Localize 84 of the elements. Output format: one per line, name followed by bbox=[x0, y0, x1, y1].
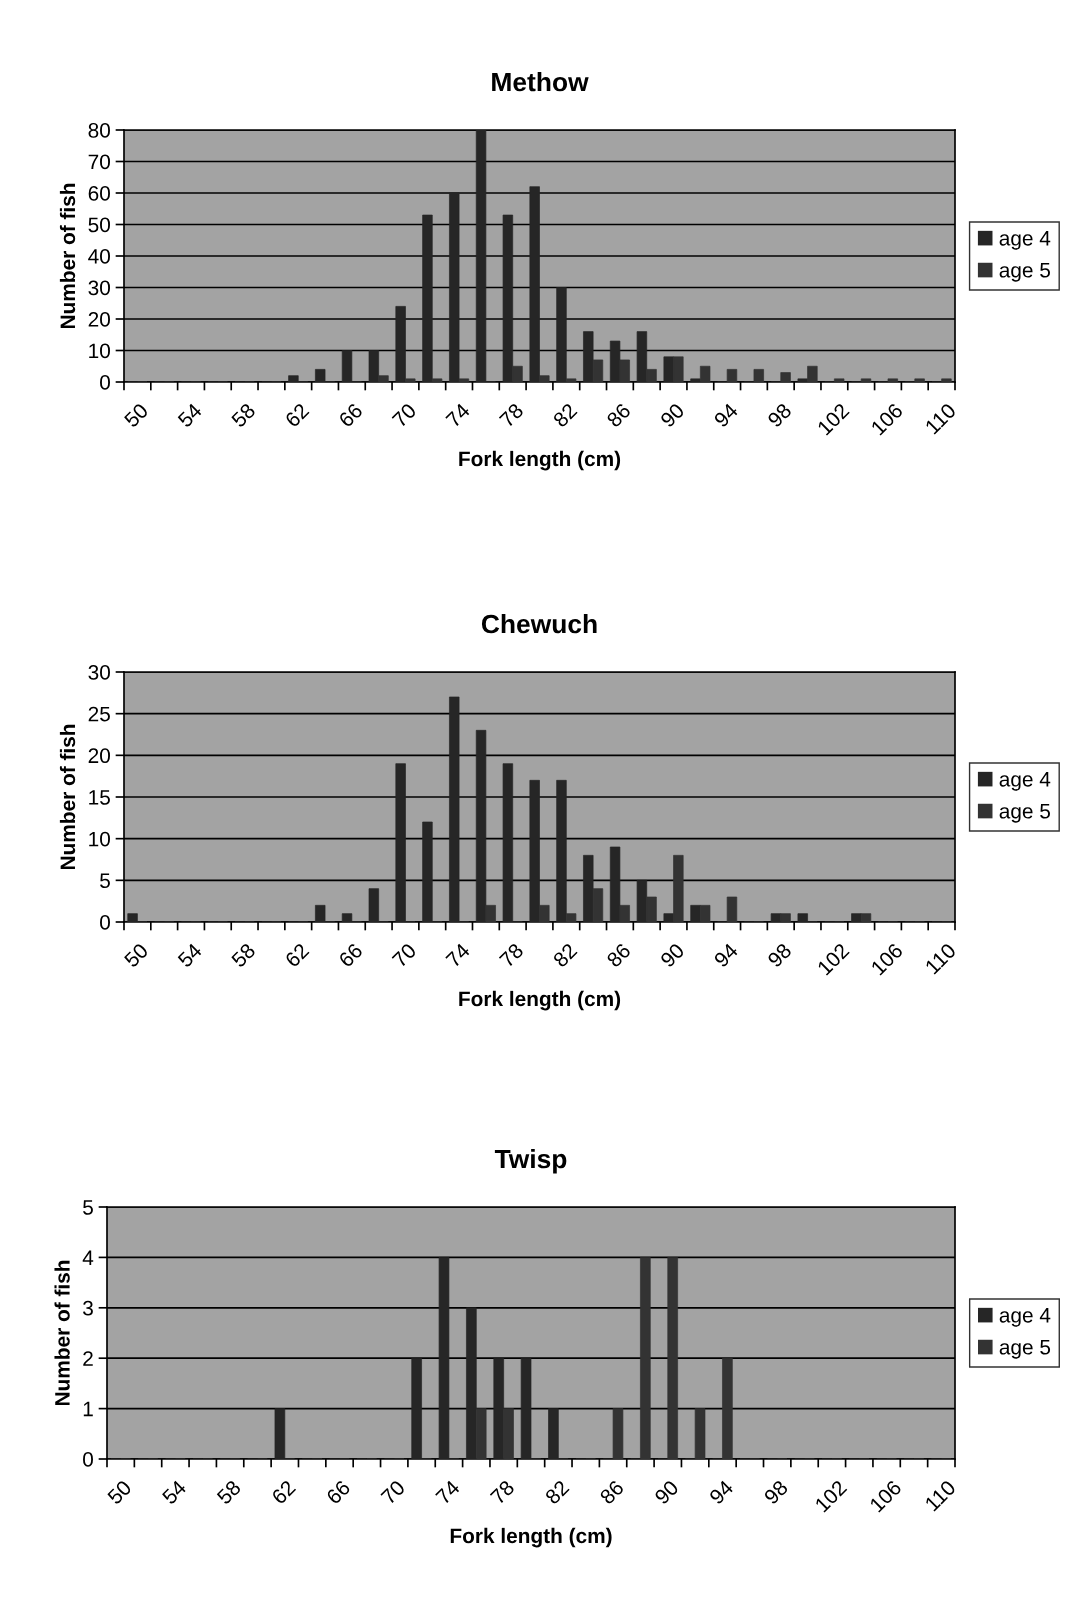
x-tick-label: 90 bbox=[659, 402, 686, 428]
y-tick-label: 0 bbox=[83, 1452, 93, 1467]
x-tick-label: 98 bbox=[763, 1479, 789, 1505]
x-tick-label: 78 bbox=[498, 942, 525, 968]
x-tick-label: 74 bbox=[445, 942, 471, 968]
x-tick-label: 98 bbox=[766, 402, 793, 428]
x-tick-label: 106 bbox=[870, 942, 904, 976]
y-tick-label: 20 bbox=[88, 312, 110, 327]
x-tick-label: 58 bbox=[230, 402, 257, 429]
x-tick-label: 98 bbox=[766, 942, 793, 968]
x-tick-label: 86 bbox=[599, 1479, 625, 1506]
y-tick-label: 25 bbox=[88, 706, 110, 722]
y-tick-label: 2 bbox=[83, 1351, 93, 1366]
x-axis-title: Fork length (cm) bbox=[450, 1527, 612, 1548]
y-tick-label: 4 bbox=[82, 1250, 94, 1265]
x-tick-label: 94 bbox=[708, 1479, 735, 1505]
chart-title: Methow bbox=[492, 71, 589, 92]
x-tick-label: 86 bbox=[605, 942, 632, 969]
legend-label: age 4 bbox=[999, 1308, 1051, 1327]
x-tick-label: 70 bbox=[391, 402, 418, 428]
x-tick-label: 90 bbox=[653, 1479, 680, 1505]
y-tick-label: 30 bbox=[88, 665, 110, 680]
x-tick-label: 58 bbox=[230, 942, 257, 969]
x-tick-label: 94 bbox=[713, 402, 739, 428]
y-tick-label: 80 bbox=[88, 123, 110, 138]
y-tick-label: 30 bbox=[88, 280, 110, 296]
x-tick-label: 110 bbox=[924, 942, 957, 975]
x-tick-label: 110 bbox=[924, 1479, 957, 1512]
x-tick-label: 66 bbox=[337, 942, 364, 968]
y-tick-label: 5 bbox=[100, 873, 110, 889]
x-tick-label: 78 bbox=[489, 1479, 516, 1505]
y-tick-label: 10 bbox=[89, 831, 110, 847]
y-axis-title: Number of fish bbox=[59, 183, 76, 329]
x-tick-label: 86 bbox=[605, 402, 632, 429]
x-tick-label: 102 bbox=[816, 402, 850, 436]
x-tick-label: 54 bbox=[177, 942, 203, 969]
x-tick-label: 66 bbox=[325, 1479, 352, 1505]
legend-label: age 4 bbox=[999, 231, 1051, 250]
x-tick-label: 82 bbox=[552, 942, 578, 969]
x-tick-label: 94 bbox=[713, 942, 739, 968]
y-axis-title: Number of fish bbox=[59, 724, 76, 870]
x-tick-label: 102 bbox=[814, 1479, 848, 1513]
y-tick-label: 20 bbox=[88, 748, 110, 764]
y-tick-label: 5 bbox=[83, 1200, 93, 1215]
legend-label: age 5 bbox=[999, 263, 1050, 282]
x-tick-label: 110 bbox=[924, 402, 957, 435]
x-axis-title: Fork length (cm) bbox=[459, 990, 621, 1011]
chart-title: Twisp bbox=[494, 1148, 567, 1174]
x-tick-label: 50 bbox=[123, 402, 149, 429]
x-tick-label: 90 bbox=[659, 942, 686, 968]
y-tick-label: 1 bbox=[83, 1401, 93, 1417]
x-tick-label: 106 bbox=[870, 402, 904, 436]
y-tick-label: 50 bbox=[88, 217, 110, 233]
x-tick-label: 102 bbox=[816, 942, 850, 976]
x-tick-label: 62 bbox=[270, 1479, 297, 1505]
x-axis-title: Fork length (cm) bbox=[459, 450, 621, 471]
legend-label: age 4 bbox=[999, 772, 1051, 791]
x-tick-label: 82 bbox=[552, 402, 578, 429]
x-tick-label: 66 bbox=[337, 402, 364, 428]
x-tick-label: 54 bbox=[161, 1479, 188, 1506]
x-tick-label: 50 bbox=[123, 942, 149, 969]
x-tick-label: 62 bbox=[284, 942, 310, 968]
x-tick-label: 78 bbox=[498, 402, 525, 428]
y-tick-label: 0 bbox=[100, 375, 110, 390]
x-tick-label: 74 bbox=[435, 1479, 461, 1505]
y-tick-label: 15 bbox=[89, 790, 110, 805]
y-tick-label: 0 bbox=[100, 915, 110, 930]
y-axis-title: Number of fish bbox=[54, 1260, 70, 1406]
x-tick-label: 82 bbox=[544, 1479, 570, 1506]
x-tick-label: 70 bbox=[380, 1479, 406, 1505]
y-tick-label: 60 bbox=[88, 186, 110, 201]
legend-label: age 5 bbox=[999, 1340, 1051, 1359]
x-tick-label: 54 bbox=[177, 402, 203, 429]
x-tick-label: 58 bbox=[216, 1479, 242, 1506]
x-tick-label: 70 bbox=[391, 942, 418, 968]
x-tick-label: 62 bbox=[284, 402, 310, 428]
x-tick-label: 74 bbox=[445, 402, 471, 428]
chart-title: Chewuch bbox=[481, 613, 597, 634]
y-tick-label: 10 bbox=[89, 343, 110, 359]
y-tick-label: 40 bbox=[88, 249, 110, 264]
y-tick-label: 70 bbox=[88, 154, 110, 170]
x-tick-label: 106 bbox=[868, 1479, 903, 1513]
legend-label: age 5 bbox=[999, 804, 1050, 823]
y-tick-label: 3 bbox=[83, 1300, 93, 1316]
